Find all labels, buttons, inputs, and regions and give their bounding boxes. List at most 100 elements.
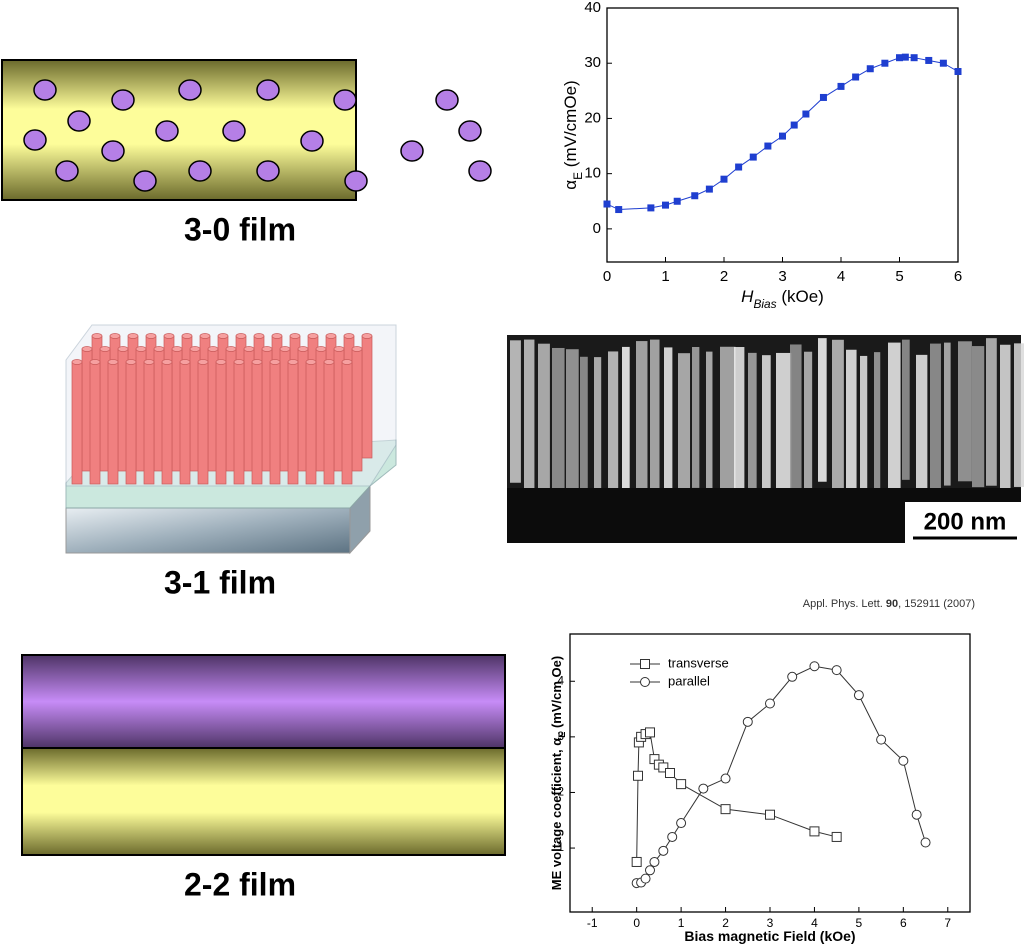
pillar-top xyxy=(279,346,291,352)
x-tick-label: 5 xyxy=(895,268,903,285)
particle xyxy=(101,140,125,162)
x-tick-label: 2 xyxy=(720,268,728,285)
pillar-top xyxy=(91,333,103,339)
tem-column xyxy=(510,340,521,483)
pillar-top xyxy=(189,346,201,352)
particle xyxy=(344,170,368,192)
particle xyxy=(133,170,157,192)
marker xyxy=(925,56,933,64)
film-label: 3-1 film xyxy=(164,564,276,600)
pillar-top xyxy=(305,359,317,365)
pillar-top xyxy=(323,359,335,365)
tem-column xyxy=(790,344,802,489)
series-line xyxy=(636,731,837,862)
x-tick-label: 4 xyxy=(811,916,818,930)
pillar-top xyxy=(333,346,345,352)
marker xyxy=(658,845,669,856)
pillar-top xyxy=(289,333,301,339)
pillar-top xyxy=(143,359,155,365)
particle xyxy=(256,160,280,182)
y-tick-label: 30 xyxy=(584,54,601,71)
pillar xyxy=(215,361,227,485)
ylabel: αE (mV/cmOe) xyxy=(561,80,585,189)
pillar-top xyxy=(233,359,245,365)
tem-column xyxy=(832,339,844,490)
citation: Appl. Phys. Lett. 90, 152911 (2007) xyxy=(803,598,975,610)
series-line xyxy=(636,665,927,884)
pillar-top xyxy=(107,359,119,365)
pillar-top xyxy=(161,359,173,365)
film-label: 3-0 film xyxy=(184,211,296,247)
marker xyxy=(837,82,845,90)
marker xyxy=(735,163,743,171)
tem-column xyxy=(720,346,736,492)
particle xyxy=(256,79,280,101)
marker xyxy=(640,677,650,687)
legend-label: parallel xyxy=(668,673,710,688)
pillar-top xyxy=(99,346,111,352)
tem-column xyxy=(888,342,901,491)
marker xyxy=(802,110,810,118)
pillar-top xyxy=(287,359,299,365)
marker xyxy=(831,831,842,842)
pillar-top xyxy=(235,333,247,339)
xlabel-main: Bias magnetic Field (kOe) xyxy=(684,928,855,944)
film-3-1-diagram xyxy=(65,324,397,555)
plot-frame xyxy=(569,633,971,913)
marker xyxy=(809,661,820,672)
tem-column xyxy=(664,347,673,490)
legend-label: transverse xyxy=(668,655,729,670)
pillar xyxy=(341,361,353,485)
particle xyxy=(55,160,79,182)
tem-column xyxy=(762,355,771,505)
marker xyxy=(790,121,798,129)
journal: Appl. Phys. Lett. xyxy=(803,598,886,610)
pillar-top xyxy=(171,346,183,352)
particle xyxy=(155,120,179,142)
marker xyxy=(658,762,669,773)
marker xyxy=(954,68,962,75)
citation-rest: , 152911 (2007) xyxy=(898,598,975,610)
marker xyxy=(705,185,713,193)
particle xyxy=(23,129,47,151)
x-tick-label: 3 xyxy=(778,268,786,285)
pillar-top xyxy=(261,346,273,352)
marker xyxy=(720,773,731,784)
tem-column xyxy=(804,351,813,500)
pillar-top xyxy=(199,333,211,339)
pillar-top xyxy=(341,359,353,365)
xlabel: HBias (kOe) xyxy=(741,287,824,311)
tem-column xyxy=(734,347,745,492)
marker xyxy=(765,698,775,709)
pillar xyxy=(305,361,317,485)
tem-column xyxy=(538,343,550,492)
marker xyxy=(640,873,651,884)
pillar xyxy=(161,361,173,485)
particle xyxy=(333,89,357,111)
tem-column xyxy=(930,343,941,489)
tem-column xyxy=(608,351,619,495)
xlabel-main: H xyxy=(741,287,754,306)
xlabel-sub: Bias xyxy=(753,297,776,311)
tem-columns xyxy=(510,338,1024,507)
x-tick-label: 3 xyxy=(767,916,774,930)
y-tick-label: 2 xyxy=(557,785,564,799)
x-tick-label: 7 xyxy=(944,916,951,930)
marker xyxy=(896,54,903,62)
marker xyxy=(720,175,728,183)
marker xyxy=(779,132,786,140)
marker xyxy=(881,59,889,67)
tem-column xyxy=(972,346,985,488)
pillar xyxy=(71,361,83,485)
marker xyxy=(749,153,757,161)
pillar-top xyxy=(125,359,137,365)
pillar-top xyxy=(81,346,93,352)
pillar-top xyxy=(361,333,373,339)
tem-column xyxy=(622,346,630,490)
pillar-top xyxy=(145,333,157,339)
tem-column xyxy=(692,347,700,488)
marker xyxy=(667,831,678,842)
marker xyxy=(662,201,669,209)
